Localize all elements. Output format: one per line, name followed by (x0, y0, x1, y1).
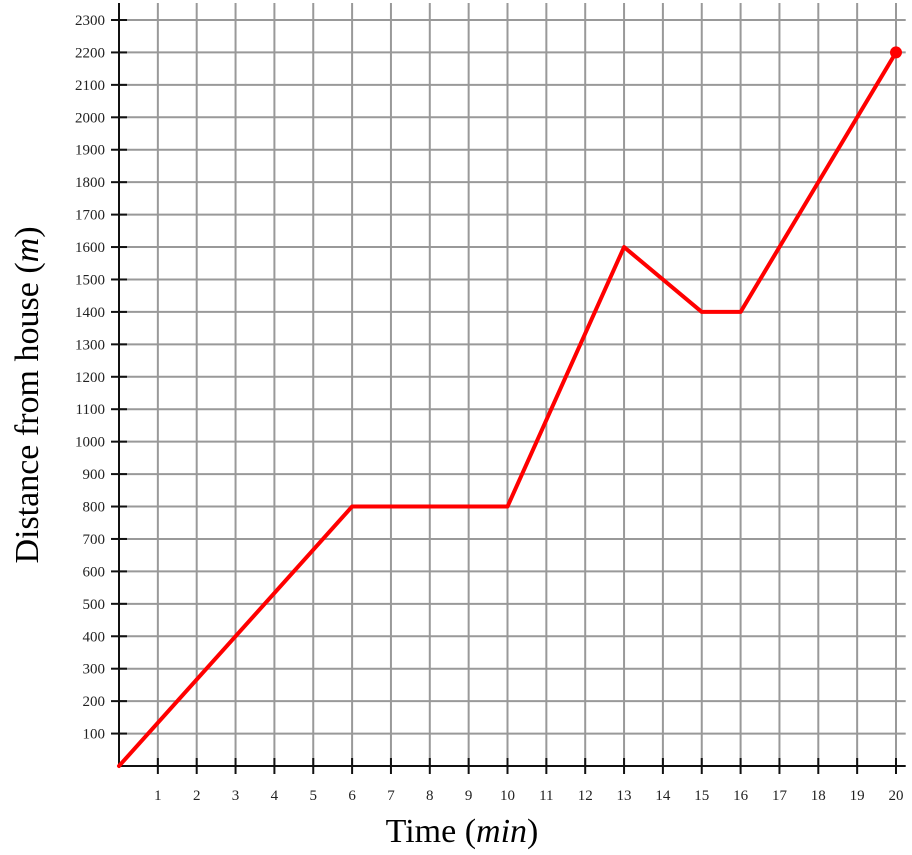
y-axis-unit: m (9, 238, 46, 263)
y-tick-label: 200 (83, 694, 106, 710)
endpoint-marker (890, 46, 902, 59)
x-tick-label: 9 (465, 788, 473, 804)
y-tick-label: 1700 (75, 208, 105, 224)
y-tick-label: 1900 (75, 143, 105, 159)
axes (111, 3, 906, 774)
y-tick-label: 1100 (76, 402, 105, 418)
y-tick-label: 400 (83, 629, 106, 645)
y-tick-label: 1600 (75, 240, 105, 256)
x-tick-label: 2 (193, 788, 201, 804)
x-tick-label: 11 (539, 788, 553, 804)
x-tick-label: 7 (387, 788, 395, 804)
y-tick-label: 300 (83, 662, 106, 678)
x-tick-label: 3 (232, 788, 240, 804)
x-tick-label: 10 (500, 788, 515, 804)
grid (119, 3, 906, 766)
tick-labels: 1 2 3 4 5 6 7 8 9 10 11 12 13 14 15 16 17 18 19 20100200300… (75, 13, 904, 804)
y-tick-label: 1800 (75, 175, 105, 191)
y-tick-label: 1300 (75, 337, 105, 353)
y-tick-label: 1200 (75, 370, 105, 386)
x-axis-title: Time (min) (386, 813, 539, 850)
x-tick-label: 14 (655, 788, 671, 804)
y-tick-label: 2000 (75, 110, 105, 126)
x-tick-label: 18 (811, 788, 826, 804)
y-axis-label: Distance from house (9, 282, 46, 563)
y-tick-label: 1500 (75, 272, 105, 288)
y-tick-label: 1000 (75, 435, 105, 451)
x-tick-label: 12 (578, 788, 593, 804)
x-tick-label: 16 (733, 788, 749, 804)
x-tick-label: 17 (772, 788, 788, 804)
y-tick-label: 2200 (75, 45, 105, 61)
y-tick-label: 700 (83, 532, 106, 548)
x-tick-label: 1 (154, 788, 162, 804)
y-tick-label: 900 (83, 467, 106, 483)
x-tick-label: 8 (426, 788, 434, 804)
x-tick-label: 4 (271, 788, 279, 804)
y-axis-title: Distance from house (m) (9, 226, 46, 563)
series (117, 46, 902, 768)
y-tick-label: 2100 (75, 78, 105, 94)
y-tick-label: 2300 (75, 13, 105, 29)
y-tick-label: 500 (83, 597, 106, 613)
x-tick-label: 13 (617, 788, 632, 804)
data-line (117, 50, 898, 768)
x-axis-label: Time (386, 813, 457, 850)
y-tick-label: 100 (83, 727, 106, 743)
x-axis-unit: min (476, 813, 527, 850)
y-tick-label: 800 (83, 500, 106, 516)
y-tick-label: 600 (83, 564, 106, 580)
x-tick-label: 6 (348, 788, 356, 804)
x-tick-label: 20 (889, 788, 904, 804)
y-tick-label: 1400 (75, 305, 105, 321)
x-tick-label: 15 (694, 788, 709, 804)
x-tick-label: 5 (310, 788, 318, 804)
x-tick-label: 19 (850, 788, 865, 804)
